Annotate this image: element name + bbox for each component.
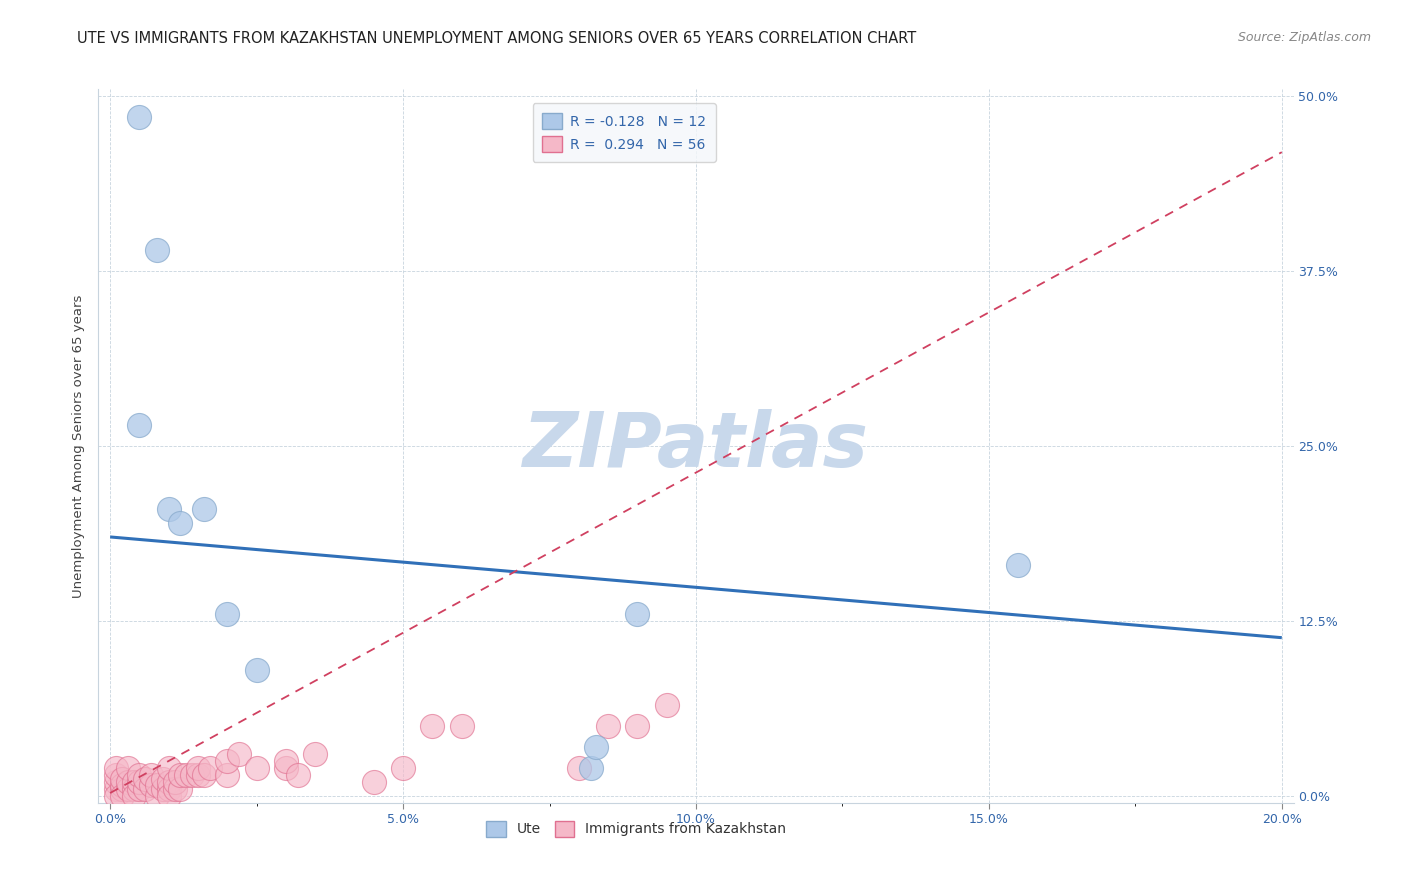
- Point: [304, 747, 326, 761]
- Point: [181, 768, 204, 782]
- Point: [122, 789, 145, 803]
- Point: [274, 761, 297, 775]
- Point: [1007, 558, 1029, 572]
- Point: [169, 768, 191, 782]
- Text: ZIPatlas: ZIPatlas: [523, 409, 869, 483]
- Point: [157, 781, 180, 796]
- Point: [626, 719, 648, 733]
- Point: [598, 719, 620, 733]
- Point: [187, 768, 209, 782]
- Text: UTE VS IMMIGRANTS FROM KAZAKHSTAN UNEMPLOYMENT AMONG SENIORS OVER 65 YEARS CORRE: UTE VS IMMIGRANTS FROM KAZAKHSTAN UNEMPL…: [77, 31, 917, 46]
- Point: [228, 747, 250, 761]
- Point: [626, 607, 648, 621]
- Point: [141, 778, 163, 792]
- Point: [579, 761, 602, 775]
- Point: [111, 789, 134, 803]
- Point: [117, 761, 139, 775]
- Point: [128, 774, 150, 789]
- Point: [363, 774, 385, 789]
- Point: [111, 778, 134, 792]
- Point: [217, 754, 239, 768]
- Point: [193, 768, 215, 782]
- Point: [146, 789, 169, 803]
- Point: [392, 761, 415, 775]
- Point: [105, 761, 128, 775]
- Point: [157, 502, 180, 516]
- Point: [111, 781, 134, 796]
- Point: [117, 781, 139, 796]
- Point: [193, 502, 215, 516]
- Point: [246, 761, 269, 775]
- Point: [117, 774, 139, 789]
- Point: [422, 719, 444, 733]
- Point: [163, 781, 186, 796]
- Point: [134, 781, 156, 796]
- Y-axis label: Unemployment Among Seniors over 65 years: Unemployment Among Seniors over 65 years: [72, 294, 84, 598]
- Point: [141, 768, 163, 782]
- Point: [105, 789, 128, 803]
- Legend: Ute, Immigrants from Kazakhstan: Ute, Immigrants from Kazakhstan: [481, 815, 792, 842]
- Point: [187, 761, 209, 775]
- Point: [157, 761, 180, 775]
- Point: [122, 774, 145, 789]
- Point: [157, 789, 180, 803]
- Point: [163, 774, 186, 789]
- Point: [157, 774, 180, 789]
- Point: [174, 768, 197, 782]
- Point: [105, 781, 128, 796]
- Point: [105, 768, 128, 782]
- Point: [287, 768, 309, 782]
- Point: [111, 772, 134, 786]
- Point: [198, 761, 221, 775]
- Point: [450, 719, 472, 733]
- Point: [169, 516, 191, 530]
- Point: [128, 768, 150, 782]
- Point: [152, 772, 174, 786]
- Point: [146, 243, 169, 257]
- Point: [128, 110, 150, 124]
- Point: [105, 774, 128, 789]
- Point: [217, 768, 239, 782]
- Point: [122, 781, 145, 796]
- Point: [128, 781, 150, 796]
- Point: [655, 698, 678, 712]
- Point: [274, 754, 297, 768]
- Point: [128, 417, 150, 432]
- Point: [246, 663, 269, 677]
- Text: Source: ZipAtlas.com: Source: ZipAtlas.com: [1237, 31, 1371, 45]
- Point: [217, 607, 239, 621]
- Point: [568, 761, 591, 775]
- Point: [152, 781, 174, 796]
- Point: [146, 778, 169, 792]
- Point: [169, 781, 191, 796]
- Point: [585, 739, 607, 754]
- Point: [134, 772, 156, 786]
